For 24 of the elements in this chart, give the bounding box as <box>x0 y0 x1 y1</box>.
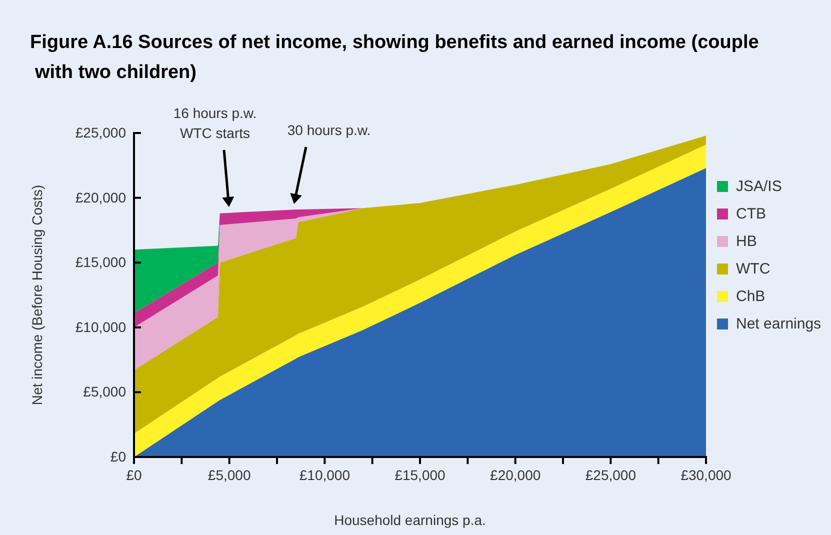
legend-label: JSA/IS <box>736 178 782 195</box>
y-tick-label: £5,000 <box>83 384 126 400</box>
annotation: 30 hours p.w. <box>287 122 371 138</box>
y-tick-label: £15,000 <box>75 254 126 270</box>
annotation: 16 hours p.w. WTC starts <box>173 105 257 141</box>
x-tick-label: £0 <box>126 466 142 483</box>
legend-label: HB <box>736 233 757 250</box>
legend-label: ChB <box>736 288 766 305</box>
x-tick-label: £20,000 <box>490 466 541 483</box>
legend-label: CTB <box>736 206 766 222</box>
x-tick-label: £25,000 <box>585 466 636 483</box>
y-tick-label: £0 <box>110 448 126 464</box>
x-tick-label: £15,000 <box>394 466 446 483</box>
chart-title: Figure A.16 Sources of net income, showing benefits and earned income (couple with two children) <box>30 32 759 83</box>
y-axis-title: Net income (Before Housing Costs) <box>29 184 45 406</box>
y-tick-label: £10,000 <box>75 318 126 335</box>
x-tick-label: £30,000 <box>680 466 732 483</box>
x-tick-label: £10,000 <box>299 466 350 483</box>
x-axis-title: Household earnings p.a. <box>334 512 486 528</box>
legend-label: Net earnings <box>736 316 822 332</box>
y-tick-label: £20,000 <box>75 189 126 206</box>
legend-label: WTC <box>736 260 770 278</box>
y-tick-label: £25,000 <box>75 124 126 140</box>
x-tick-label: £5,000 <box>208 466 251 483</box>
